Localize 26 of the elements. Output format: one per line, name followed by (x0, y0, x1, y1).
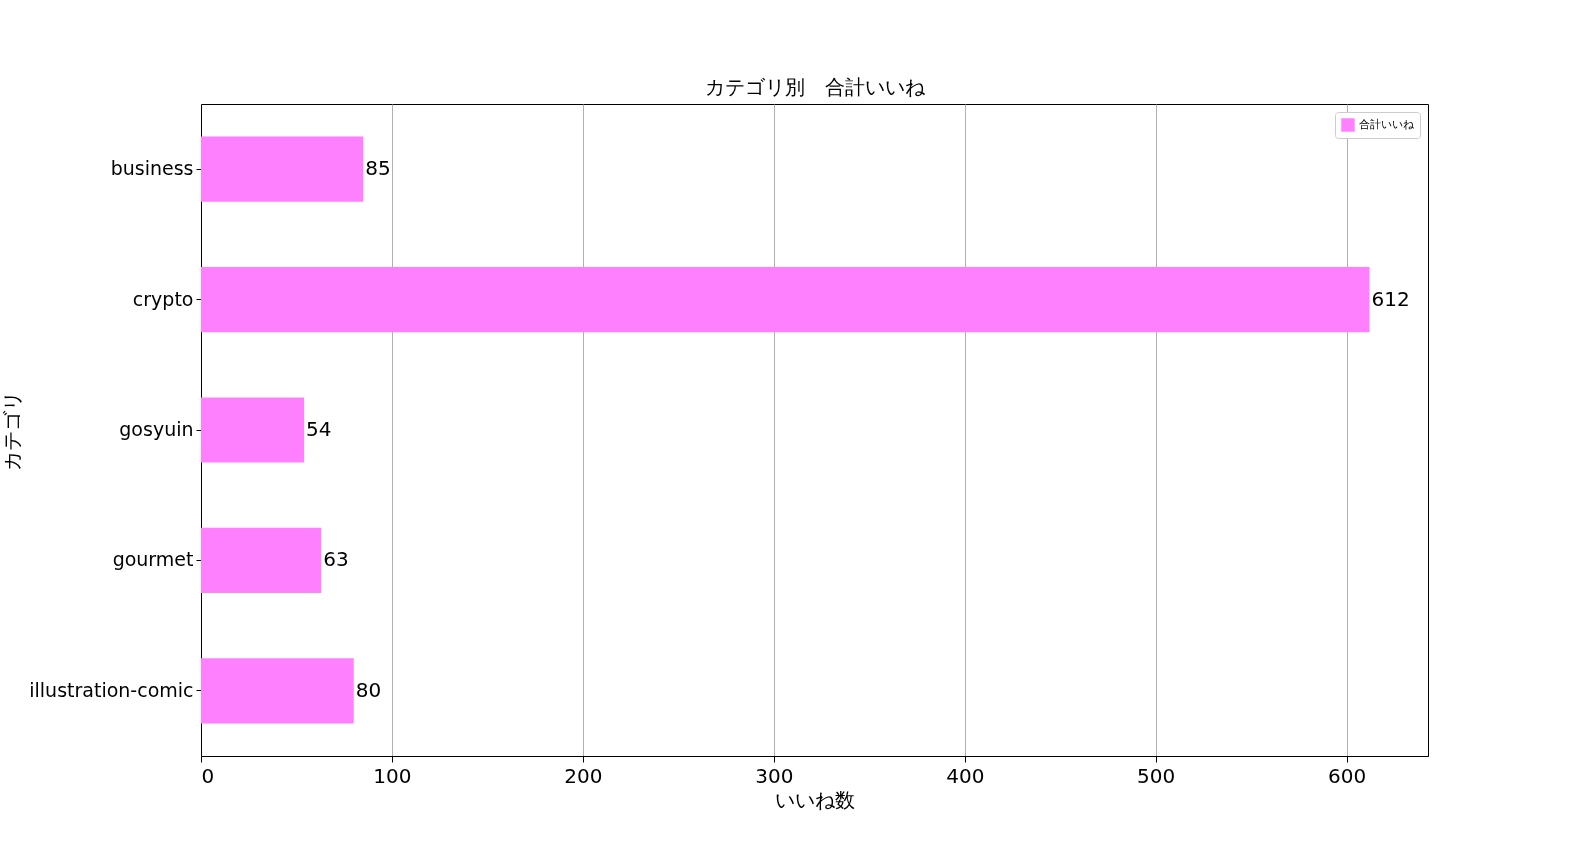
y-tick-label: business (110, 157, 194, 180)
data-label: 85 (365, 156, 391, 181)
x-tick-label: 0 (201, 763, 215, 788)
bar (201, 527, 322, 593)
x-tick-label: 600 (1328, 763, 1367, 788)
bar (201, 658, 354, 724)
x-tick-label: 400 (946, 763, 985, 788)
y-tick-label: gourmet (112, 548, 194, 571)
data-label: 612 (1371, 286, 1410, 311)
y-tick-label: gosyuin (119, 418, 194, 440)
x-tick-label: 100 (373, 763, 412, 788)
y-tick-label: illustration-comic (29, 678, 194, 701)
x-tick-label: 200 (564, 763, 603, 788)
y-tick-label: crypto (132, 287, 194, 310)
legend-label: 合計いいね (1359, 118, 1415, 131)
data-label: 63 (323, 547, 349, 572)
x-axis-title: いいね数 (775, 787, 855, 812)
bar (201, 136, 364, 202)
x-tick-label: 500 (1137, 763, 1176, 788)
data-label: 80 (355, 677, 382, 702)
y-axis-title: カテゴリ (0, 390, 25, 471)
bar (201, 267, 1370, 333)
chart-title: カテゴリ別 合計いいね (704, 75, 926, 99)
x-tick-label: 300 (755, 763, 794, 788)
bar (201, 397, 305, 463)
data-label: 54 (306, 417, 332, 441)
